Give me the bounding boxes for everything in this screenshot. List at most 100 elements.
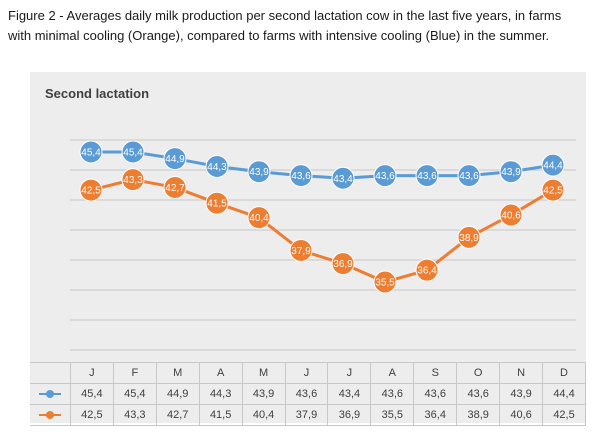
legend-line-orange	[38, 411, 61, 420]
data-label-blue-9: 43,6	[417, 171, 437, 182]
data-point-blue-12	[541, 153, 565, 177]
table-cell-blue-9: 43,6	[413, 383, 458, 405]
data-label-blue-3: 44,9	[165, 154, 185, 165]
data-label-blue-11: 43,9	[501, 167, 521, 178]
data-point-blue-7	[331, 166, 355, 190]
table-cell-orange-5: 40,4	[241, 404, 286, 426]
legend-marker-blue	[45, 390, 54, 399]
month-header-8: A	[370, 362, 415, 384]
data-point-orange-1	[79, 178, 103, 202]
month-header-7: J	[327, 362, 372, 384]
data-point-blue-3	[163, 147, 187, 171]
data-point-orange-12	[541, 178, 565, 202]
data-label-orange-4: 41,5	[207, 199, 227, 210]
table-cell-orange-10: 38,9	[456, 404, 501, 426]
month-header-1: J	[69, 362, 114, 384]
data-label-orange-12: 42,5	[543, 186, 563, 197]
table-cell-blue-6: 43,6	[284, 383, 329, 405]
data-table: J F M A M J J A S O N D 45,4 45,4 44,9 44,3 43,9 43,6 43,4…	[30, 362, 586, 426]
data-label-orange-3: 42,7	[165, 183, 185, 194]
data-label-blue-8: 43,6	[375, 171, 395, 182]
data-label-orange-9: 36,4	[417, 266, 437, 277]
line-chart-plot: 45,4 45,4 44,9 44,3 43,9 43,6 43,4 43,6 43,6 43,6…	[70, 139, 576, 351]
data-point-orange-5	[247, 206, 271, 230]
table-cell-blue-3: 44,9	[155, 383, 200, 405]
month-header-12: D	[542, 362, 586, 384]
month-header-3: M	[155, 362, 200, 384]
data-point-orange-7	[331, 252, 355, 276]
data-label-blue-2: 45,4	[123, 148, 143, 159]
table-corner	[30, 362, 71, 384]
chart-title: Second lactation	[45, 86, 150, 101]
table-cell-orange-12: 42,5	[542, 404, 586, 426]
month-header-2: F	[112, 362, 157, 384]
table-cell-blue-7: 43,4	[327, 383, 372, 405]
table-cell-blue-4: 44,3	[198, 383, 243, 405]
data-label-blue-6: 43,6	[291, 171, 311, 182]
month-header-4: A	[198, 362, 243, 384]
table-cell-blue-5: 43,9	[241, 383, 286, 405]
data-point-blue-4	[205, 154, 229, 178]
table-cell-blue-8: 43,6	[370, 383, 415, 405]
data-point-blue-10	[457, 164, 481, 188]
data-label-blue-1: 45,4	[81, 148, 101, 159]
legend-marker-orange	[45, 411, 54, 420]
data-label-orange-8: 35,5	[375, 278, 395, 289]
data-label-blue-4: 44,3	[207, 162, 227, 173]
data-label-blue-12: 44,4	[543, 161, 563, 172]
data-point-blue-1	[79, 140, 103, 164]
table-cell-orange-8: 35,5	[370, 404, 415, 426]
data-label-blue-10: 43,6	[459, 171, 479, 182]
month-header-9: S	[413, 362, 458, 384]
table-cell-orange-6: 37,9	[284, 404, 329, 426]
table-cell-blue-2: 45,4	[112, 383, 157, 405]
table-cell-orange-4: 41,5	[198, 404, 243, 426]
table-cell-blue-11: 43,9	[499, 383, 544, 405]
data-point-orange-3	[163, 175, 187, 199]
data-point-blue-2	[121, 140, 145, 164]
data-label-orange-2: 43,3	[123, 175, 143, 186]
data-label-orange-1: 42,5	[81, 186, 101, 197]
data-point-orange-6	[289, 238, 313, 262]
month-header-10: O	[456, 362, 501, 384]
table-cell-orange-9: 36,4	[413, 404, 458, 426]
figure-caption: Figure 2 - Averages daily milk productio…	[8, 8, 562, 43]
table-cell-orange-7: 36,9	[327, 404, 372, 426]
data-point-blue-6	[289, 164, 313, 188]
data-point-orange-2	[121, 168, 145, 192]
table-row-orange: 42,5 43,3 42,7 41,5 40,4 37,9 36,9 35,5 36,4 38,9…	[30, 404, 586, 426]
series-key-orange	[30, 404, 71, 426]
data-point-orange-10	[457, 225, 481, 249]
series-line-blue	[91, 150, 554, 180]
chart-area: Second lactation 45,4 45,4 44,9 44,3 43,9 43,…	[30, 72, 586, 426]
data-point-orange-9	[415, 258, 439, 282]
month-header-6: J	[284, 362, 329, 384]
data-point-blue-8	[373, 164, 397, 188]
series-key-blue	[30, 383, 71, 405]
table-cell-orange-3: 42,7	[155, 404, 200, 426]
data-label-orange-7: 36,9	[333, 259, 353, 270]
table-cell-blue-10: 43,6	[456, 383, 501, 405]
month-header-5: M	[241, 362, 286, 384]
table-cell-blue-1: 45,4	[69, 383, 114, 405]
data-label-orange-5: 40,4	[249, 213, 269, 224]
data-point-orange-4	[205, 191, 229, 215]
data-label-orange-6: 37,9	[291, 246, 311, 257]
data-point-blue-9	[415, 164, 439, 188]
data-label-blue-7: 43,4	[333, 174, 353, 185]
table-cell-orange-2: 43,3	[112, 404, 157, 426]
table-cell-orange-11: 40,6	[499, 404, 544, 426]
table-cell-blue-12: 44,4	[542, 383, 586, 405]
legend-line-blue	[38, 390, 61, 399]
data-point-blue-11	[499, 160, 523, 184]
data-point-orange-11	[499, 203, 523, 227]
data-label-orange-10: 38,9	[459, 233, 479, 244]
month-header-11: N	[499, 362, 544, 384]
series-line-orange	[90, 178, 554, 284]
data-point-blue-5	[247, 160, 271, 184]
data-point-orange-8	[373, 270, 397, 294]
table-row-blue: 45,4 45,4 44,9 44,3 43,9 43,6 43,4 43,6 43,6 43,6…	[30, 383, 586, 405]
table-cell-orange-1: 42,5	[69, 404, 114, 426]
data-label-blue-5: 43,9	[249, 167, 269, 178]
